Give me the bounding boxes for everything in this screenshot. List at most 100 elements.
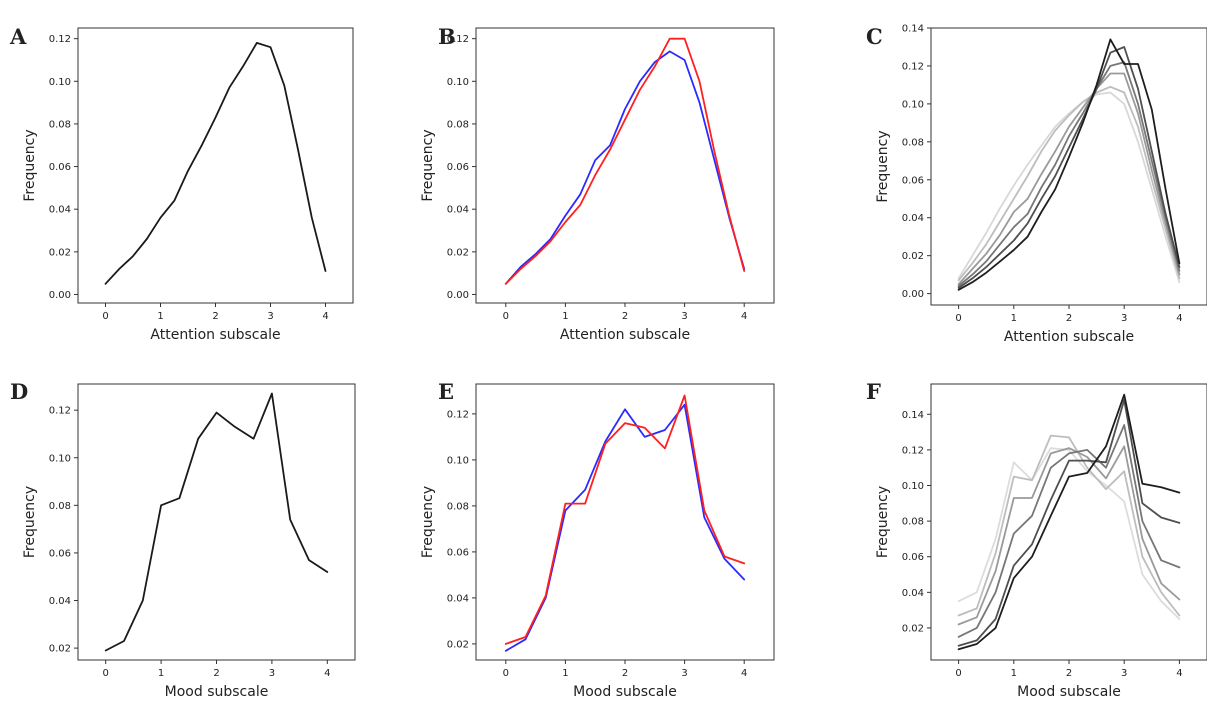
series-line-1 <box>504 50 746 285</box>
x-tick-label: 4 <box>1176 668 1182 679</box>
x-tick-label: 0 <box>102 311 108 322</box>
panel-letter: F <box>866 379 881 404</box>
panel-letter: D <box>10 379 28 404</box>
x-tick-label: 3 <box>269 668 275 679</box>
series-line-1 <box>104 392 329 652</box>
y-tick-label: 0.08 <box>447 501 469 512</box>
y-axis-label: Frequency <box>875 130 891 202</box>
panel-d: D 0 1 2 3 4 0.02 0.04 0.06 0.08 0.10 0.12 Mood subsc… <box>10 379 356 700</box>
panel-b: B 0 1 2 3 4 0.00 0.02 0.04 0.06 0.08 0.10 0.12 Attent… <box>420 24 775 343</box>
y-tick-label: 0.12 <box>902 61 924 72</box>
series-line-5 <box>957 399 1181 647</box>
series-line-3 <box>957 72 1181 286</box>
panel-letter: E <box>438 379 454 404</box>
y-tick-label: 0.04 <box>902 588 924 599</box>
x-tick-label: 2 <box>622 311 628 322</box>
y-tick-label: 0.08 <box>49 501 71 512</box>
x-tick-label: 4 <box>324 668 330 679</box>
x-tick-label: 0 <box>503 311 509 322</box>
plot-frame <box>475 383 775 661</box>
y-tick-label: 0.04 <box>49 596 71 607</box>
y-tick-label: 0.00 <box>49 290 71 301</box>
x-tick-label: 1 <box>1011 313 1017 324</box>
y-tick-label: 0.08 <box>902 517 924 528</box>
series-line-4 <box>957 424 1181 638</box>
x-tick-label: 0 <box>103 668 109 679</box>
x-tick-label: 4 <box>322 311 328 322</box>
series-line-5 <box>957 46 1181 289</box>
y-tick-label: 0.10 <box>902 481 924 492</box>
y-tick-label: 0.02 <box>447 639 469 650</box>
series-line-2 <box>504 394 746 645</box>
series-line-3 <box>957 445 1181 626</box>
plot-frame <box>77 383 356 661</box>
y-axis-label: Frequency <box>420 486 436 558</box>
y-tick-label: 0.04 <box>447 205 469 216</box>
y-axis-label: Frequency <box>22 129 38 201</box>
y-tick-label: 0.00 <box>447 290 469 301</box>
y-tick-label: 0.12 <box>447 409 469 420</box>
y-tick-label: 0.02 <box>49 644 71 655</box>
y-tick-label: 0.06 <box>49 162 71 173</box>
panel-a: A 0 1 2 3 4 0.00 0.02 0.04 0.06 0.08 0.10 0.12 Attent… <box>9 24 354 343</box>
series-line-2 <box>504 37 746 285</box>
y-tick-label: 0.10 <box>902 99 924 110</box>
x-tick-label: 2 <box>622 668 628 679</box>
panel-c: C 0 1 2 3 4 0.00 0.02 0.04 0.06 0.08 0.10 0.12 0.14 At… <box>866 24 1207 345</box>
y-tick-label: 0.02 <box>49 247 71 258</box>
y-tick-label: 0.02 <box>902 251 924 262</box>
y-tick-label: 0.10 <box>447 455 469 466</box>
y-tick-label: 0.04 <box>902 213 924 224</box>
series-line-6 <box>957 393 1181 651</box>
x-tick-label: 3 <box>267 311 273 322</box>
x-tick-label: 2 <box>213 668 219 679</box>
x-tick-label: 1 <box>562 311 568 322</box>
y-tick-label: 0.02 <box>447 247 469 258</box>
panel-letter: C <box>866 24 883 49</box>
series-line-6 <box>957 38 1181 291</box>
y-tick-label: 0.12 <box>902 445 924 456</box>
series-line-2 <box>957 85 1181 282</box>
x-tick-label: 2 <box>212 311 218 322</box>
y-tick-label: 0.06 <box>902 175 924 186</box>
x-tick-label: 4 <box>741 311 747 322</box>
x-tick-label: 1 <box>1011 668 1017 679</box>
x-tick-label: 3 <box>681 311 687 322</box>
plot-frame <box>475 27 775 304</box>
x-tick-label: 4 <box>741 668 747 679</box>
y-tick-label: 0.14 <box>902 410 924 421</box>
panel-letter: B <box>438 24 456 49</box>
x-tick-label: 3 <box>1121 668 1127 679</box>
y-tick-label: 0.02 <box>902 623 924 634</box>
series-line-1 <box>957 447 1181 620</box>
x-tick-label: 3 <box>1121 313 1127 324</box>
x-axis-label: Attention subscale <box>1004 329 1134 345</box>
x-axis-label: Attention subscale <box>150 327 280 343</box>
x-axis-label: Mood subscale <box>1017 684 1121 700</box>
panel-e: E 0 1 2 3 4 0.02 0.04 0.06 0.08 0.10 0.12 Mood subsc… <box>420 379 775 700</box>
y-tick-label: 0.06 <box>447 547 469 558</box>
x-tick-label: 4 <box>1176 313 1182 324</box>
x-tick-label: 1 <box>562 668 568 679</box>
y-tick-label: 0.12 <box>49 34 71 45</box>
panel-f: F 0 1 2 3 4 0.02 0.04 0.06 0.08 0.10 0.12 0.14 Mood s… <box>866 379 1207 700</box>
y-tick-label: 0.08 <box>902 137 924 148</box>
x-tick-label: 3 <box>681 668 687 679</box>
y-axis-label: Frequency <box>875 486 891 558</box>
y-tick-label: 0.14 <box>902 24 924 35</box>
y-axis-label: Frequency <box>22 486 38 558</box>
x-axis-label: Mood subscale <box>573 684 677 700</box>
series-line-1 <box>104 42 327 285</box>
y-tick-label: 0.06 <box>447 162 469 173</box>
x-tick-label: 0 <box>955 668 961 679</box>
x-axis-label: Attention subscale <box>560 327 690 343</box>
y-tick-label: 0.10 <box>49 77 71 88</box>
y-tick-label: 0.08 <box>447 119 469 130</box>
y-tick-label: 0.12 <box>447 34 469 45</box>
y-tick-label: 0.10 <box>447 77 469 88</box>
x-tick-label: 1 <box>157 311 163 322</box>
x-tick-label: 2 <box>1066 668 1072 679</box>
x-tick-label: 2 <box>1066 313 1072 324</box>
y-tick-label: 0.00 <box>902 289 924 300</box>
